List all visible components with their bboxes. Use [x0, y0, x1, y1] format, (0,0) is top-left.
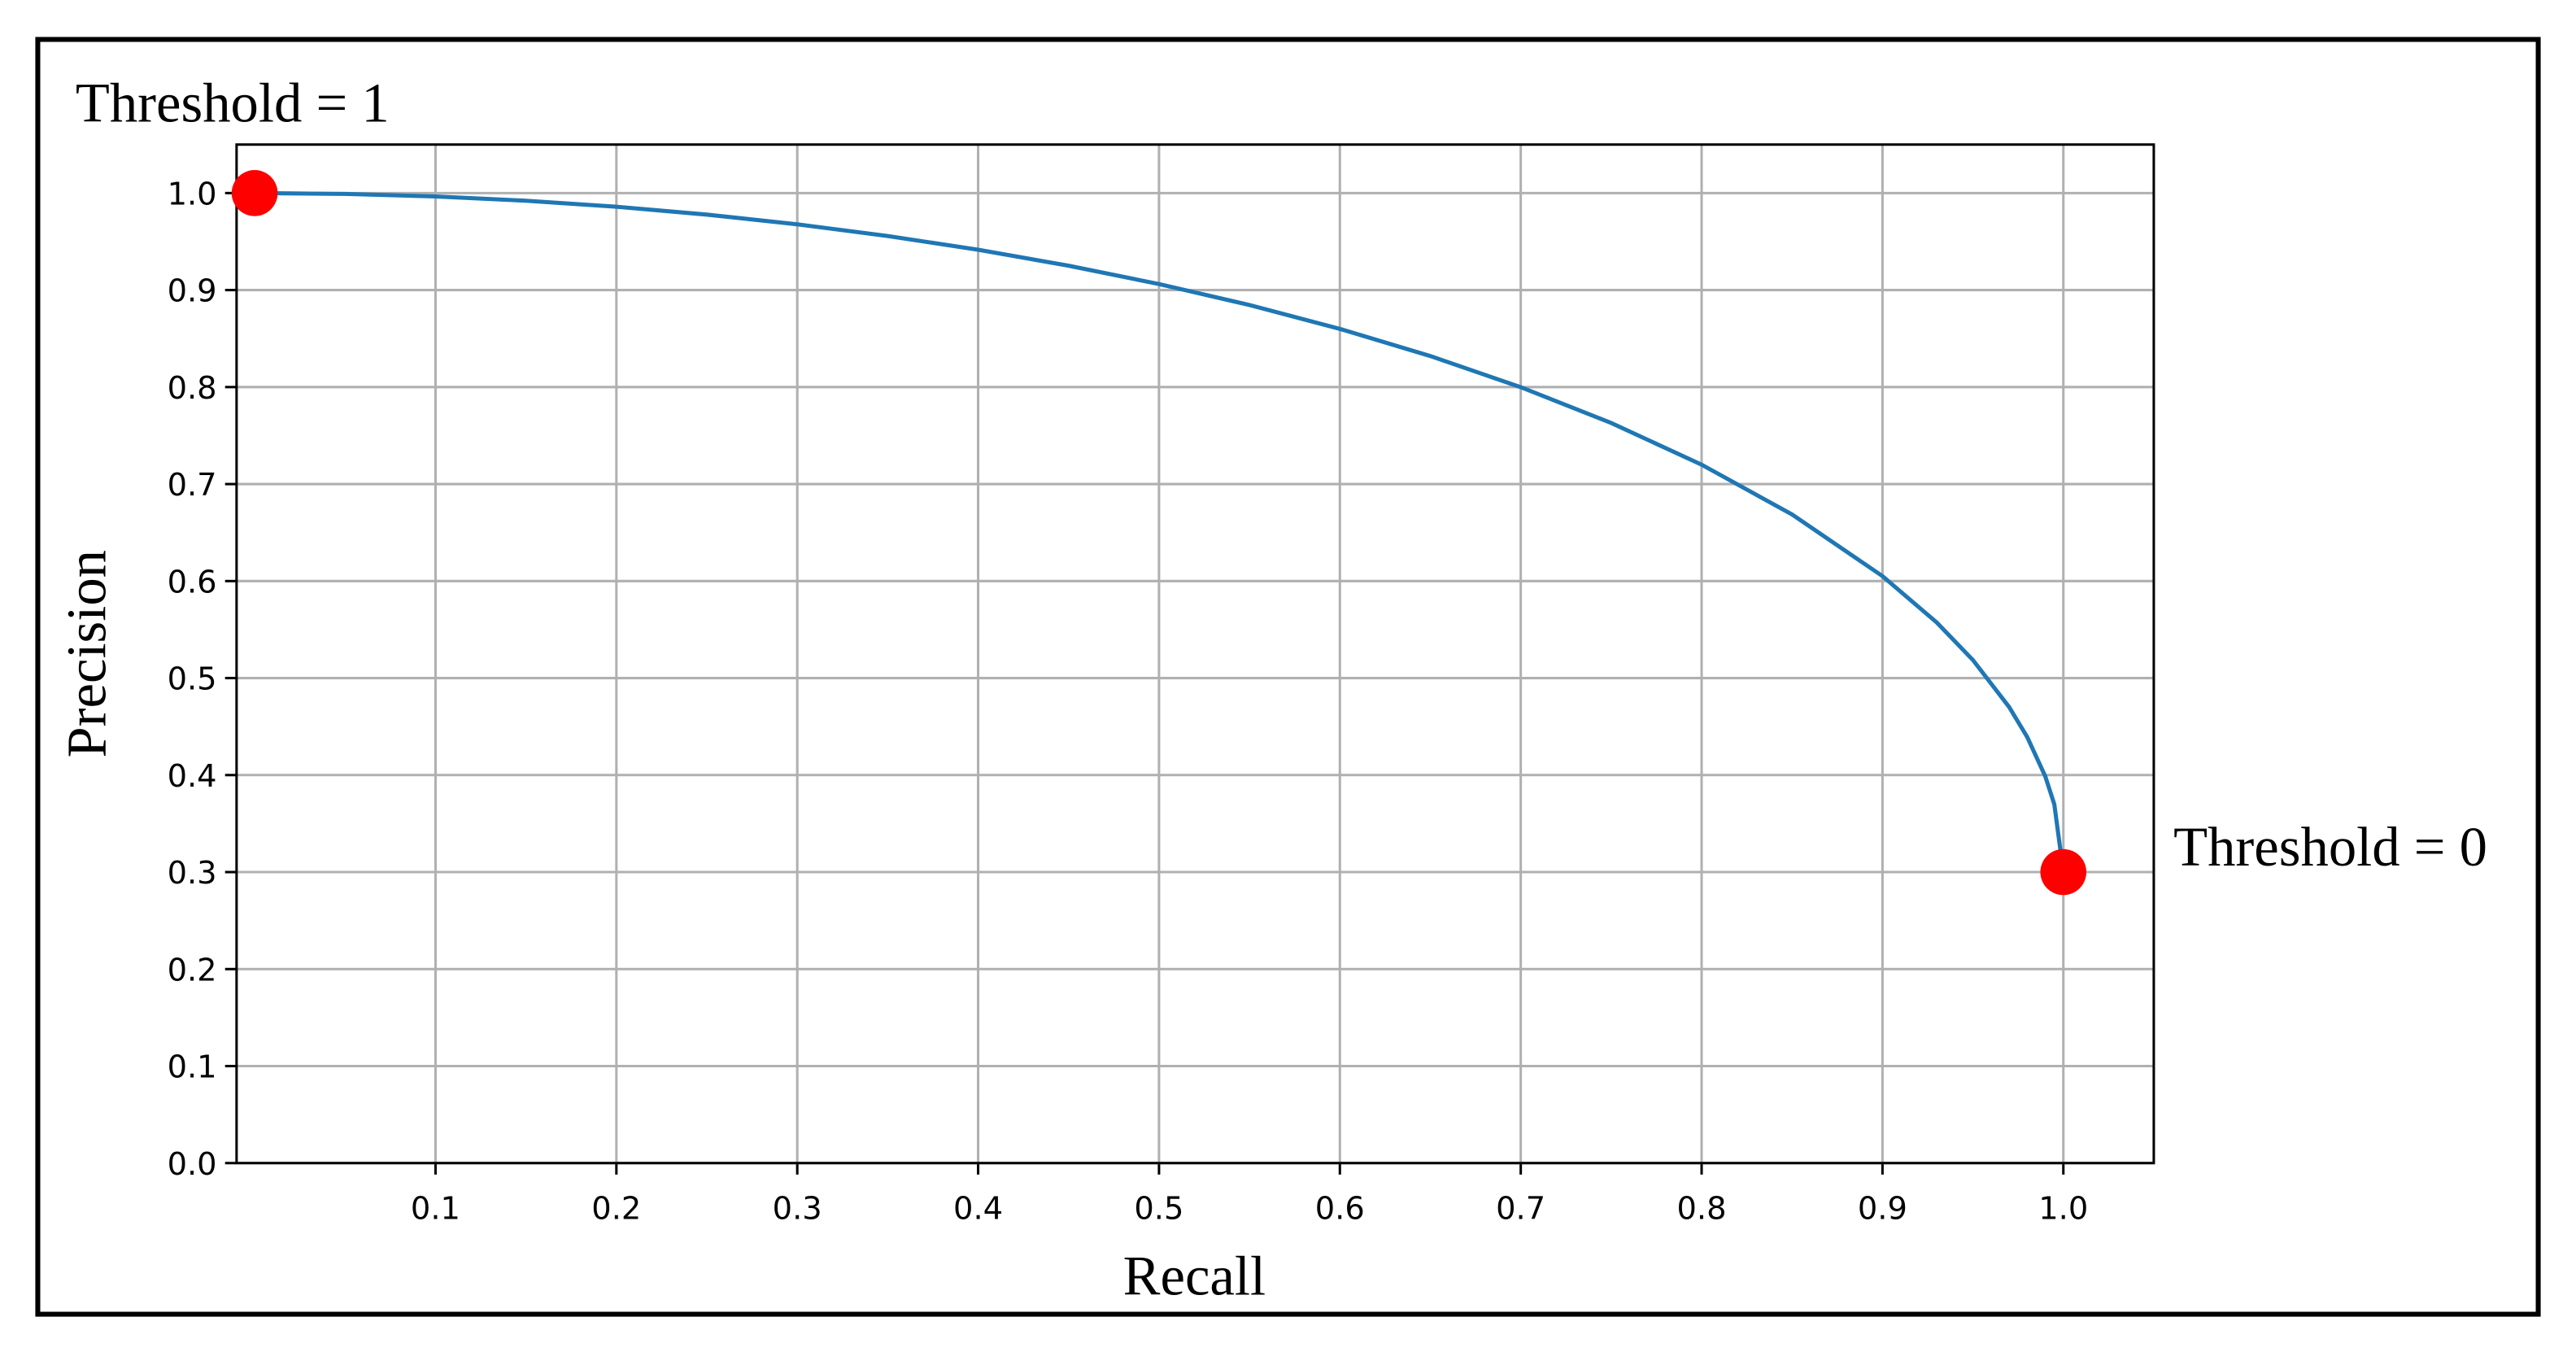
- pr-curve: [255, 190, 2066, 873]
- plot-border: [235, 143, 2155, 1165]
- x-tick-label: 0.5: [1134, 1190, 1183, 1227]
- x-tick-label: 0.6: [1315, 1190, 1365, 1227]
- threshold-point: [2040, 848, 2087, 896]
- annotation: Threshold = 0: [2173, 816, 2487, 878]
- y-tick-label: 0.3: [168, 855, 217, 892]
- x-tick-label: 0.2: [591, 1190, 641, 1227]
- y-tick-label: 0.4: [168, 758, 217, 795]
- y-tick-label: 0.9: [168, 273, 217, 310]
- y-tick-label: 0.7: [168, 467, 217, 504]
- x-tick-label: 0.9: [1858, 1190, 1907, 1227]
- y-tick-label: 0.8: [168, 370, 217, 407]
- y-tick-label: 0.0: [168, 1146, 217, 1183]
- x-axis-label: Recall: [1123, 1245, 1266, 1306]
- y-tick-label: 0.5: [168, 661, 217, 698]
- y-axis-label: Precision: [55, 550, 117, 758]
- plot-area: [236, 144, 2154, 1163]
- x-tick-label: 0.1: [411, 1190, 460, 1227]
- x-tick-label: 0.3: [773, 1190, 822, 1227]
- threshold-point: [231, 170, 278, 216]
- x-tick-label: 0.8: [1676, 1190, 1726, 1227]
- x-tick-label: 0.4: [953, 1190, 1003, 1227]
- y-tick-label: 0.1: [168, 1049, 217, 1086]
- annotation: Threshold = 1: [76, 72, 390, 133]
- y-tick-label: 0.2: [168, 952, 217, 988]
- x-tick-label: 0.7: [1496, 1190, 1545, 1227]
- y-tick-label: 0.6: [168, 564, 217, 600]
- y-tick-label: 1.0: [168, 176, 217, 212]
- x-tick-label: 1.0: [2038, 1190, 2088, 1227]
